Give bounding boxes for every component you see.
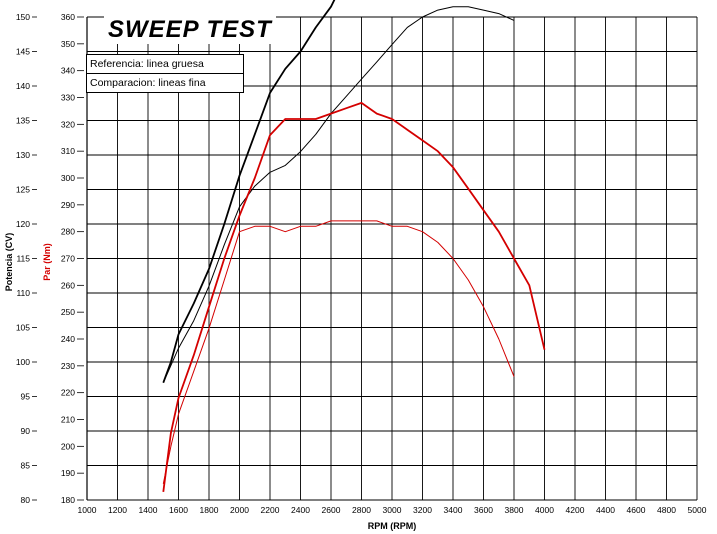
x-tick-label: 1000: [78, 505, 97, 515]
legend-entry-referencia: Referencia: linea gruesa: [90, 58, 204, 70]
y-tick-label-potencia: 145: [16, 47, 30, 57]
legend-entry-comparacion: Comparacion: lineas fina: [87, 73, 243, 92]
y-tick-label-potencia: 120: [16, 219, 30, 229]
y-tick-label-potencia: 130: [16, 150, 30, 160]
x-axis-title: RPM (RPM): [368, 521, 417, 531]
x-tick-label: 3200: [413, 505, 432, 515]
y-tick-label-potencia: 90: [21, 426, 31, 436]
y-tick-label-par: 250: [61, 307, 75, 317]
y-tick-label-par: 240: [61, 334, 75, 344]
y-tick-label-potencia: 125: [16, 185, 30, 195]
y-tick-label-potencia: 85: [21, 461, 31, 471]
chart-title: SWEEP TEST: [104, 16, 276, 44]
x-tick-label: 2400: [291, 505, 310, 515]
x-tick-label: 4800: [657, 505, 676, 515]
series-line-par-3: [162, 220, 515, 484]
y-tick-label-potencia: 115: [16, 254, 30, 264]
x-tick-label: 3600: [474, 505, 493, 515]
y-tick-label-par: 300: [61, 173, 75, 183]
x-tick-label: 4600: [627, 505, 646, 515]
x-tick-label: 5000: [688, 505, 707, 515]
y-tick-label-potencia: 105: [16, 323, 30, 333]
y-tick-label-par: 290: [61, 200, 75, 210]
series-line-potencia-0: [162, 0, 336, 384]
y-tick-label-par: 330: [61, 93, 75, 103]
y-tick-label-par: 230: [61, 361, 75, 371]
series-line-potencia-1: [162, 6, 515, 383]
x-tick-label: 2200: [261, 505, 280, 515]
y-tick-label-potencia: 110: [16, 288, 30, 298]
series-line-par-2: [162, 102, 546, 493]
y-tick-label-par: 320: [61, 119, 75, 129]
y-tick-label-par: 180: [61, 495, 75, 505]
y-tick-label-potencia: 140: [16, 81, 30, 91]
x-tick-label: 3400: [444, 505, 463, 515]
data-lines: [162, 0, 546, 493]
x-tick-label: 3000: [383, 505, 402, 515]
y-tick-label-potencia: 150: [16, 12, 30, 22]
y-tick-label-par: 200: [61, 441, 75, 451]
y-tick-label-par: 350: [61, 39, 75, 49]
y-tick-label-par: 360: [61, 12, 75, 22]
x-tick-label: 4200: [566, 505, 585, 515]
x-tick-label: 2800: [352, 505, 371, 515]
ticks: 1000 1200 1400 1600 1800 2000 2200 2400 2600 2800…: [16, 12, 707, 515]
x-tick-label: 1600: [169, 505, 188, 515]
y-tick-label-par: 220: [61, 388, 75, 398]
y-axis-title-par: Par (Nm): [42, 243, 52, 281]
x-tick-label: 1400: [139, 505, 158, 515]
y-tick-label-par: 280: [61, 227, 75, 237]
y-tick-label-par: 310: [61, 146, 75, 156]
x-tick-label: 2000: [230, 505, 249, 515]
y-tick-label-par: 260: [61, 280, 75, 290]
y-tick-label-par: 270: [61, 254, 75, 264]
x-tick-label: 4000: [535, 505, 554, 515]
y-tick-label-potencia: 100: [16, 357, 30, 367]
y-tick-label-par: 210: [61, 415, 75, 425]
y-tick-label-potencia: 95: [21, 392, 31, 402]
x-tick-label: 2600: [322, 505, 341, 515]
y-axis-title-potencia: Potencia (CV): [4, 233, 14, 292]
y-tick-label-par: 340: [61, 66, 75, 76]
y-tick-label-par: 190: [61, 468, 75, 478]
x-tick-label: 4400: [596, 505, 615, 515]
y-tick-label-potencia: 80: [21, 495, 31, 505]
x-tick-label: 1800: [200, 505, 219, 515]
legend: Referencia: linea gruesa Comparacion: li…: [86, 54, 244, 93]
x-tick-label: 1200: [108, 505, 127, 515]
x-tick-label: 3800: [505, 505, 524, 515]
y-tick-label-potencia: 135: [16, 116, 30, 126]
